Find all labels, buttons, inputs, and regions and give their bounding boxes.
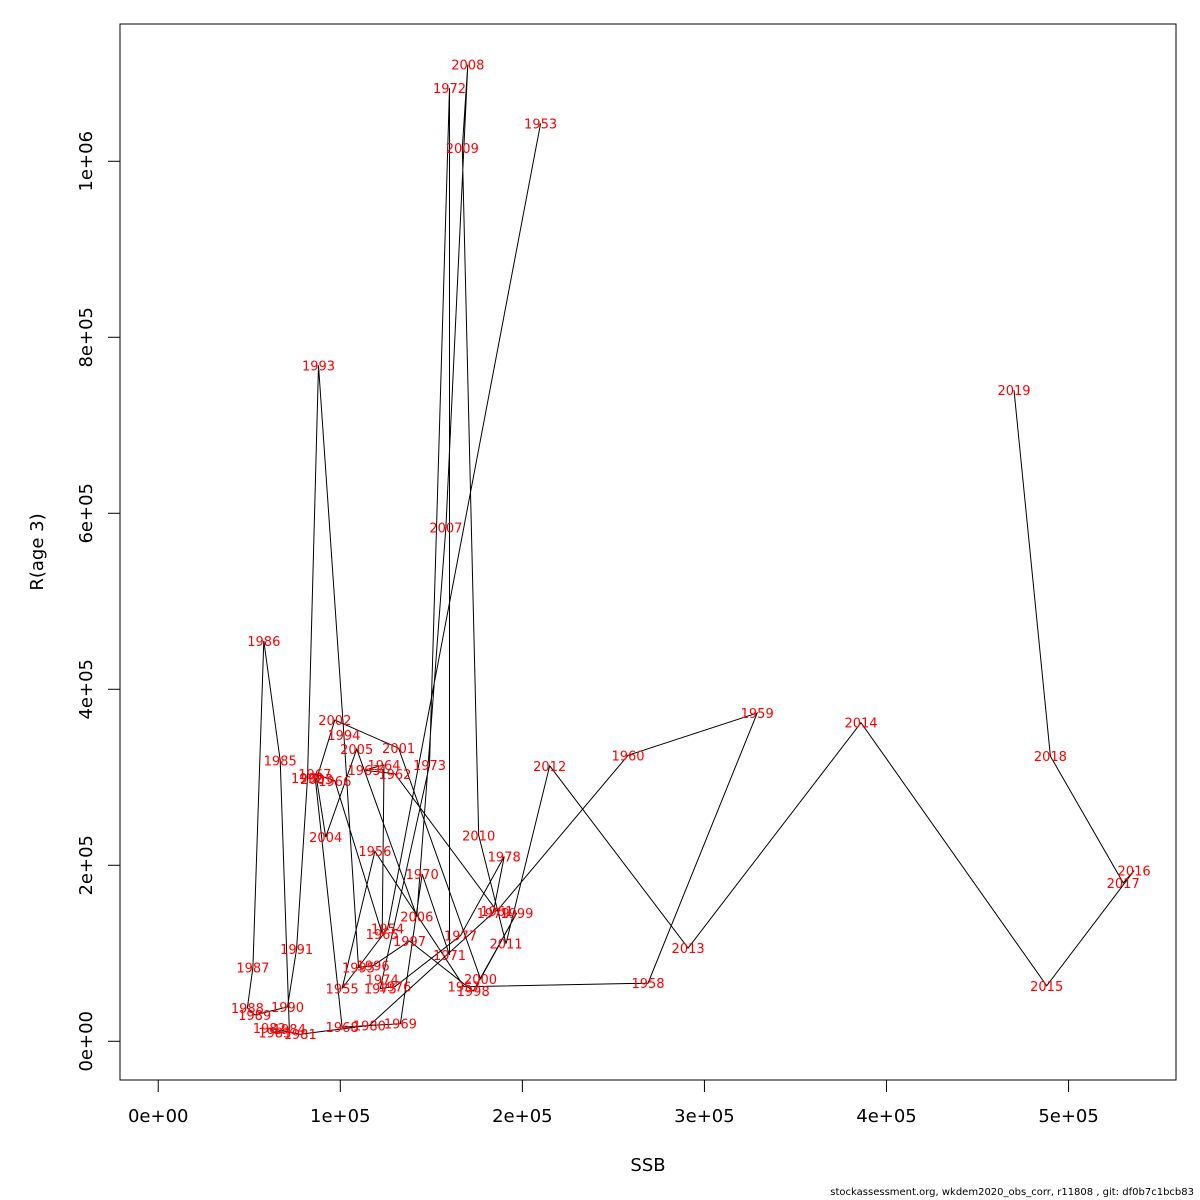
year-label: 2006 — [400, 910, 433, 925]
year-label: 1977 — [444, 930, 477, 945]
ssb-recruitment-trajectory-line — [246, 64, 1135, 1035]
year-label: 1980 — [353, 1019, 386, 1034]
year-label: 1953 — [524, 117, 557, 132]
year-label: 2005 — [340, 743, 373, 758]
year-label: 1996 — [357, 960, 390, 975]
year-label: 1976 — [378, 981, 411, 996]
year-label: 2014 — [844, 717, 877, 732]
year-label: 2003 — [300, 773, 333, 788]
year-label: 1995 — [342, 961, 375, 976]
year-label: 1967 — [298, 768, 331, 783]
y-axis: 0e+00 2e+05 4e+05 6e+05 8e+05 1e+06 — [76, 131, 121, 1072]
year-label: 1981 — [284, 1028, 317, 1043]
x-tick-label: 1e+05 — [310, 1106, 371, 1127]
x-tick-label: 5e+05 — [1038, 1106, 1099, 1127]
year-label: 1958 — [631, 977, 664, 992]
year-label: 1973 — [413, 759, 446, 774]
year-label: 1959 — [741, 707, 774, 722]
year-label: 1990 — [271, 1001, 304, 1016]
year-label: 1966 — [318, 775, 351, 790]
year-label: 1992 — [291, 772, 324, 787]
year-labels-group: 1953 1954 1955 1956 1957 1958 1959 1960 1961 1962… — [231, 59, 1151, 1044]
year-label: 2013 — [672, 942, 705, 957]
year-label: 1987 — [236, 961, 269, 976]
footer-credit: stockassessment.org, wkdem2020_obs_corr,… — [830, 1187, 1194, 1198]
x-tick-label: 4e+05 — [856, 1106, 917, 1127]
year-label: 1974 — [366, 974, 399, 989]
year-label: 1989 — [238, 1009, 271, 1024]
year-label: 2008 — [451, 59, 484, 74]
year-label: 1963 — [347, 764, 380, 779]
year-label: 1968 — [326, 1021, 359, 1036]
year-label: 2015 — [1030, 980, 1063, 995]
year-label: 2007 — [429, 521, 462, 536]
x-axis-title: SSB — [630, 1155, 665, 1176]
x-tick-label: 2e+05 — [492, 1106, 553, 1127]
year-label: 2001 — [382, 742, 415, 757]
y-axis-title: R(age 3) — [27, 513, 48, 590]
year-label: 1997 — [393, 935, 426, 950]
year-label: 1985 — [264, 755, 297, 770]
year-label: 1994 — [327, 729, 360, 744]
y-tick-label: 8e+05 — [76, 307, 97, 368]
x-tick-label: 0e+00 — [128, 1106, 189, 1127]
year-label: 1988 — [231, 1002, 264, 1017]
year-label: 2010 — [462, 829, 495, 844]
x-axis: 0e+00 1e+05 2e+05 3e+05 4e+05 5e+05 — [128, 1079, 1099, 1127]
year-label: 1984 — [273, 1023, 306, 1038]
y-tick-label: 2e+05 — [76, 835, 97, 896]
y-tick-label: 6e+05 — [76, 483, 97, 544]
year-label: 1998 — [457, 985, 490, 1000]
year-label: 1979 — [477, 907, 510, 922]
year-label: 1983 — [258, 1027, 291, 1042]
year-label: 1991 — [280, 943, 313, 958]
year-label: 2002 — [318, 714, 351, 729]
year-label: 1956 — [358, 845, 391, 860]
year-label: 1965 — [366, 928, 399, 943]
year-label: 2012 — [533, 760, 566, 775]
year-label: 1971 — [433, 949, 466, 964]
year-label: 2009 — [446, 142, 479, 157]
year-label: 1969 — [384, 1018, 417, 1033]
year-label: 1954 — [371, 923, 404, 938]
year-label: 1999 — [500, 907, 533, 922]
year-label: 2011 — [489, 938, 522, 953]
y-tick-label: 4e+05 — [76, 659, 97, 720]
year-label: 1993 — [302, 359, 335, 374]
year-label: 2016 — [1118, 865, 1151, 880]
y-tick-label: 0e+00 — [76, 1011, 97, 1072]
x-tick-label: 3e+05 — [674, 1106, 735, 1127]
year-label: 2004 — [309, 831, 342, 846]
year-label: 2019 — [997, 384, 1030, 399]
plot-frame — [119, 23, 1177, 1081]
year-label: 1986 — [247, 635, 280, 650]
year-label: 1955 — [326, 983, 359, 998]
year-label: 1972 — [433, 82, 466, 97]
year-label: 1970 — [406, 868, 439, 883]
year-label: 1978 — [488, 851, 521, 866]
year-label: 1964 — [367, 759, 400, 774]
year-label: 1975 — [364, 983, 397, 998]
year-label: 1982 — [253, 1022, 286, 1037]
year-label: 1962 — [378, 768, 411, 783]
year-label: 2018 — [1034, 750, 1067, 765]
year-label: 1957 — [448, 981, 481, 996]
year-label: 1961 — [480, 905, 513, 920]
year-label: 1960 — [611, 749, 644, 764]
year-label: 2017 — [1107, 877, 1140, 892]
year-label: 2000 — [464, 973, 497, 988]
y-tick-label: 1e+06 — [76, 131, 97, 192]
